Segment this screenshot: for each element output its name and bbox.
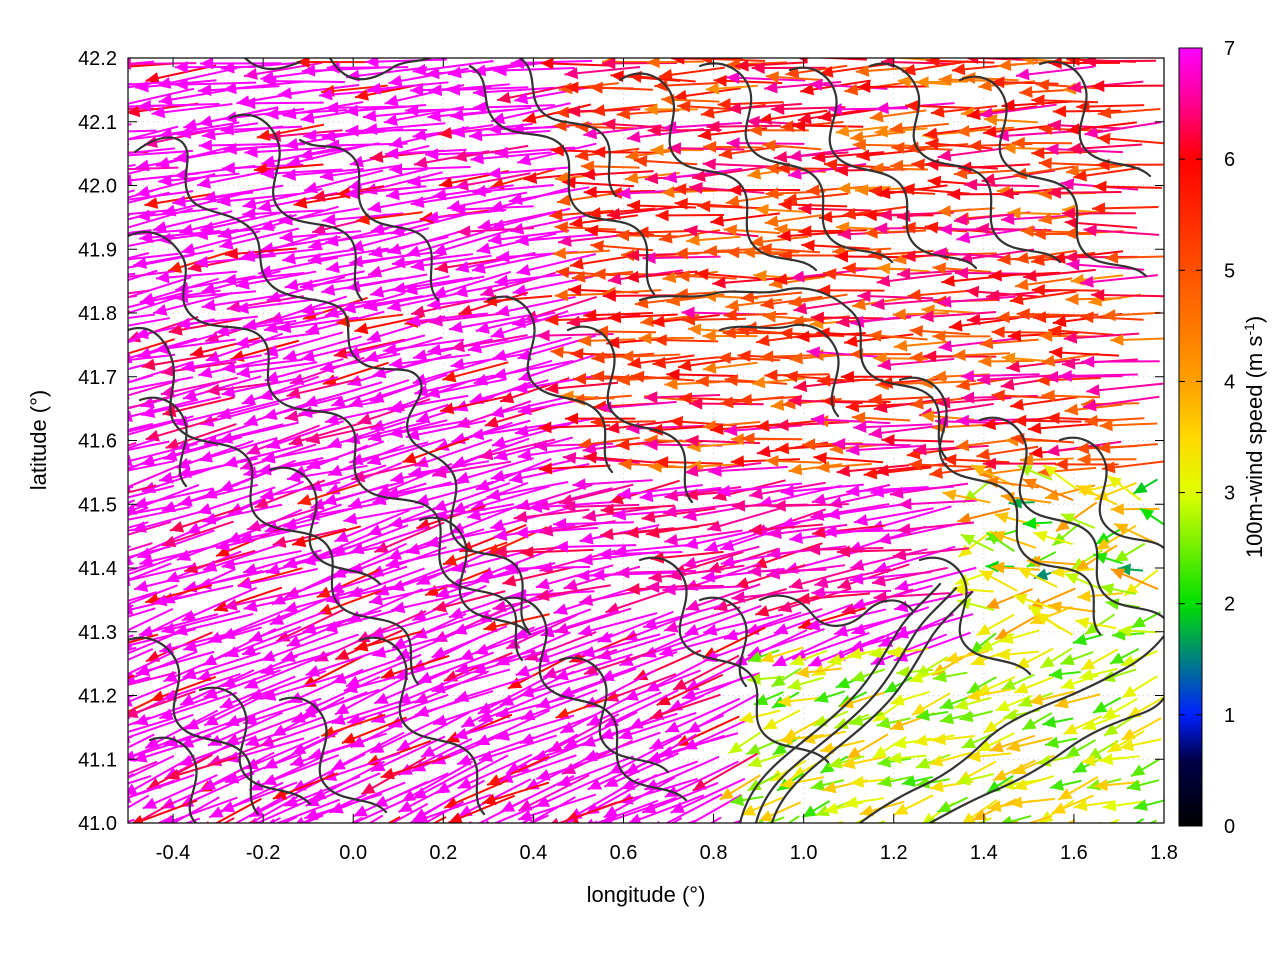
y-tick-label: 42.1 [78,112,117,134]
wind-arrow [50,144,129,163]
y-tick-label: 41.5 [78,494,117,516]
wind-arrow [49,215,130,228]
wind-arrow [59,466,135,496]
x-tick-label: -0.4 [156,842,190,864]
y-tick-label: 42.2 [78,48,117,70]
x-tick-label: 1.4 [970,842,998,864]
wind-arrow [941,823,976,835]
colorbar-label-main: 100m-wind speed (m s [1242,336,1267,559]
wind-arrow [59,774,133,808]
wind-arrow [57,648,136,670]
wind-arrow [52,398,129,426]
x-tick-label: 1.6 [1060,842,1088,864]
x-tick-label: 0.6 [610,842,638,864]
colorbar-tick-label: 1 [1224,705,1235,727]
wind-arrow [57,529,137,549]
y-tick-label: 41.4 [78,558,117,580]
wind-arrow [51,84,132,96]
wind-arrow [58,340,136,367]
x-tick-label: 0.2 [429,842,457,864]
x-tick-label: 1.0 [790,842,818,864]
colorbar-tick-label: 7 [1224,38,1235,60]
wind-arrow [882,824,914,844]
y-axis-label: latitude (°) [26,390,51,491]
y-tick-label: 41.6 [78,431,117,453]
x-tick-label: 0.4 [519,842,547,864]
y-tick-label: 41.7 [78,367,117,389]
wind-arrow [272,823,344,862]
colorbar-tick-label: 2 [1224,594,1235,616]
x-axis-label: longitude (°) [587,882,706,907]
colorbar-tick-label: 4 [1224,371,1235,393]
x-tick-label: -0.2 [246,842,280,864]
colorbar-tick-label: 0 [1224,816,1235,838]
y-tick-label: 41.3 [78,622,117,644]
wind-arrow [802,822,843,836]
colorbar-label-sup: -1 [1241,323,1257,336]
wind-arrow [785,823,823,835]
y-tick-label: 42.0 [78,176,117,198]
colorbar-label-close: ) [1242,316,1267,323]
y-tick-label: 41.9 [78,239,117,261]
colorbar-tick-label: 5 [1224,260,1235,282]
colorbar-label: 100m-wind speed (m s-1) [1241,316,1267,558]
x-tick-labels: -0.4 -0.2 0.0 0.2 0.4 0.6 0.8 1.0 1.2 1.4 1.6 1.8 [156,842,1178,864]
colorbar [1179,48,1202,826]
y-tick-label: 41.1 [78,749,117,771]
wind-arrow [1069,823,1101,837]
y-tick-label: 41.0 [78,813,117,835]
x-tick-label: 0.8 [700,842,728,864]
y-tick-label: 41.8 [78,303,117,325]
colorbar-tick-label: 6 [1224,149,1235,171]
x-tick-label: 1.2 [880,842,908,864]
wind-arrow [188,820,255,856]
y-tick-labels: 41.0 41.1 41.2 41.3 41.4 41.5 41.6 41.7 41.8 41.9… [78,48,117,835]
y-tick-label: 41.2 [78,686,117,708]
x-tick-label: 1.8 [1150,842,1178,864]
wind-arrow [916,823,951,842]
wind-arrow [50,593,128,618]
wind-arrow [54,274,135,287]
x-tick-label: 0.0 [339,842,367,864]
wind-arrow [719,825,764,842]
colorbar-tick-label: 3 [1224,483,1235,505]
